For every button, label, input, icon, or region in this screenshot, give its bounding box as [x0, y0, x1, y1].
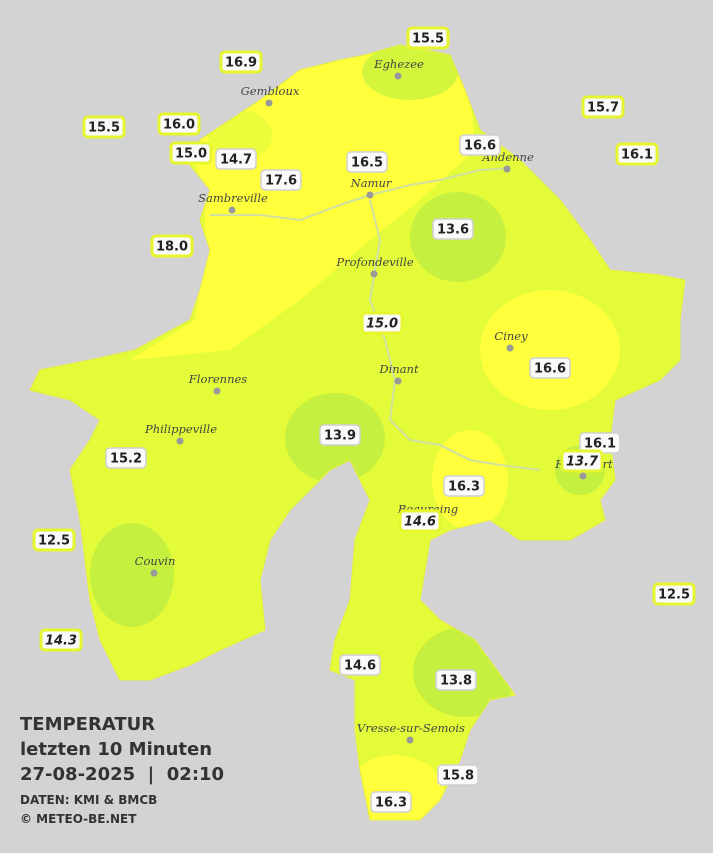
place-dot [213, 387, 221, 395]
temperature-label: 16.1 [584, 437, 616, 452]
source: DATEN: KMI & BMCB [20, 793, 157, 807]
place-dot [506, 344, 514, 352]
place-dot [150, 569, 158, 577]
temperature-label: 15.8 [442, 769, 474, 784]
temperature-label: 16.0 [163, 118, 195, 133]
place-label: Namur [350, 176, 393, 190]
station-box [360, 311, 404, 335]
station-box [443, 475, 485, 497]
temperature-label: 15.0 [175, 147, 207, 162]
station-box [437, 764, 479, 786]
place-label: Vresse-sur-Semois [357, 721, 465, 735]
station-box [150, 234, 194, 258]
place-label: Couvin [135, 554, 176, 568]
station-box [432, 218, 474, 240]
place-dot [265, 99, 273, 107]
temperature-label: 14.7 [220, 153, 252, 168]
place-dot [228, 206, 236, 214]
temperature-label: 15.0 [366, 317, 398, 332]
temperature-label: 16.3 [375, 796, 407, 811]
credit: © METEO-BE.NET [20, 812, 137, 826]
temperature-label: 14.3 [45, 634, 77, 649]
station-box [459, 134, 501, 156]
temperature-label: 15.7 [587, 101, 619, 116]
place-label: Ciney [494, 329, 528, 343]
station-box [319, 424, 361, 446]
temperature-label: 16.5 [351, 156, 383, 171]
temperature-label: 16.6 [464, 139, 496, 154]
temperature-label: 16.1 [621, 148, 653, 163]
temperature-label: 16.3 [448, 480, 480, 495]
place-dot [394, 377, 402, 385]
place-label: Philippeville [144, 422, 217, 436]
station-box [581, 95, 625, 119]
place-label: Eghezee [373, 57, 424, 71]
station-box [339, 654, 381, 676]
station-box [560, 449, 604, 473]
place-dot [176, 437, 184, 445]
temperature-label: 16.9 [225, 56, 257, 71]
place-label: Gembloux [241, 84, 300, 98]
station-box [39, 628, 83, 652]
temperature-label: 16.6 [534, 362, 566, 377]
temperature-label: 14.6 [404, 515, 436, 530]
place-label: Sambreville [198, 191, 268, 205]
station-box [169, 141, 213, 165]
place-dot [579, 472, 587, 480]
place-dot [370, 270, 378, 278]
station-box [652, 582, 696, 606]
temperature-label: 17.6 [265, 174, 297, 189]
temperature-label: 15.5 [88, 121, 120, 136]
station-box [215, 148, 257, 170]
temperature-label: 13.8 [440, 674, 472, 689]
place-dot [406, 736, 414, 744]
station-box [370, 791, 412, 813]
timestamp: 27-08-2025 | 02:10 [20, 764, 224, 785]
temperature-label: 13.7 [566, 455, 599, 470]
temperature-label: 15.2 [110, 452, 142, 467]
place-dot [366, 191, 374, 199]
station-box [157, 112, 201, 136]
station-box [398, 509, 442, 533]
station-box [346, 151, 388, 173]
temperature-label: 14.6 [344, 659, 376, 674]
temperature-label: 13.9 [324, 429, 356, 444]
temperature-label: 18.0 [156, 240, 188, 255]
temperature-label: 12.5 [38, 534, 70, 549]
station-box [219, 50, 263, 74]
place-label: Florennes [188, 372, 248, 386]
temperature-label: 12.5 [658, 588, 690, 603]
title: TEMPERATUR [20, 714, 155, 735]
place-label: Dinant [378, 362, 419, 376]
station-box [32, 528, 76, 552]
temperature-label: 15.5 [412, 32, 444, 47]
station-box [615, 142, 659, 166]
place-dot [394, 72, 402, 80]
station-box [435, 669, 477, 691]
station-box [82, 115, 126, 139]
station-box [260, 169, 302, 191]
station-box [529, 357, 571, 379]
station-box [105, 447, 147, 469]
station-box [406, 26, 450, 50]
subtitle: letzten 10 Minuten [20, 739, 212, 760]
place-dot [503, 165, 511, 173]
temperature-label: 13.6 [437, 223, 469, 238]
place-label: Profondeville [335, 255, 413, 269]
